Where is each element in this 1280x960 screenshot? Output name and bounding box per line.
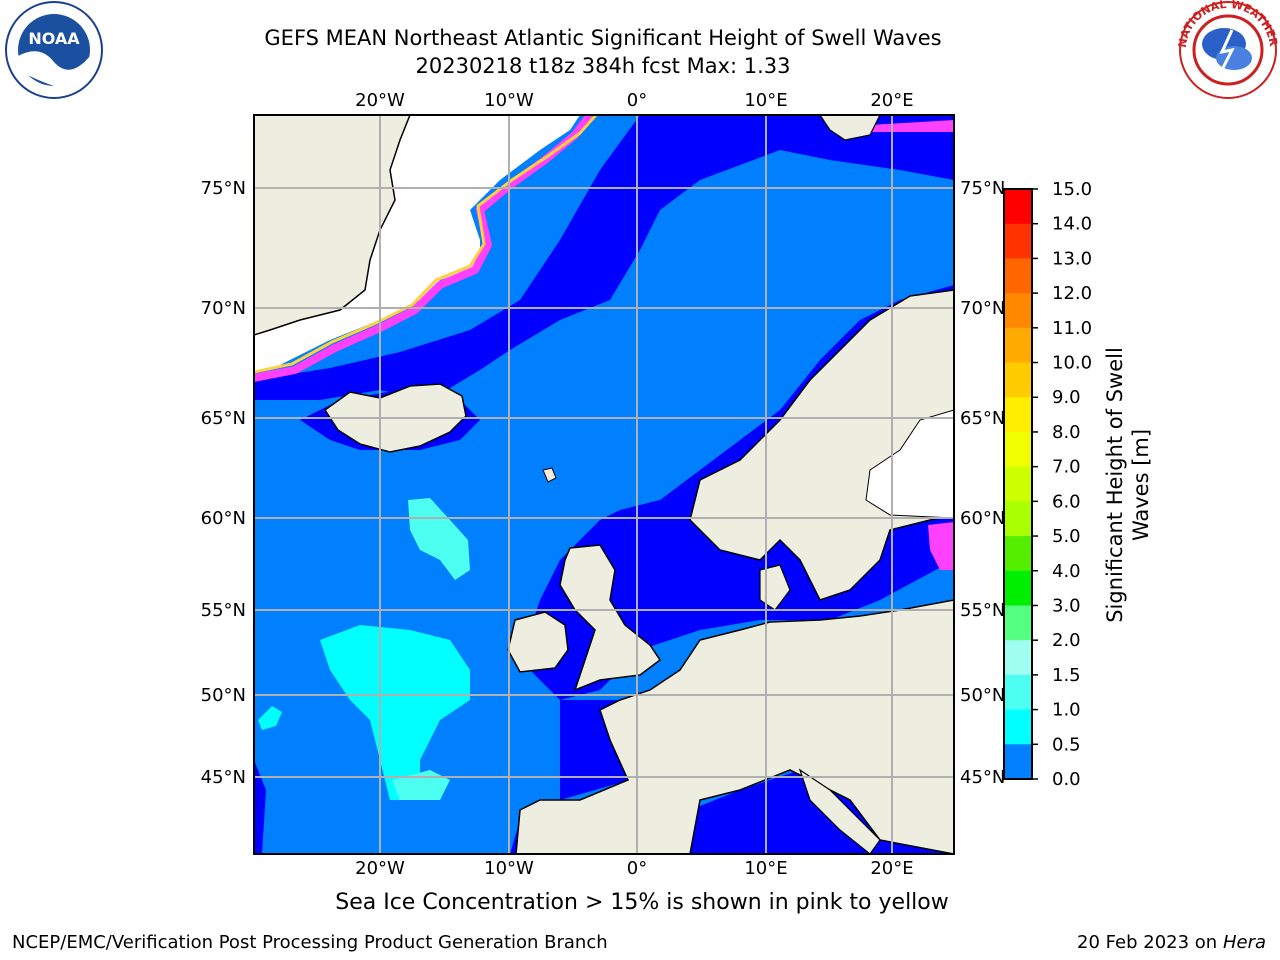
footer-host: Hera bbox=[1222, 932, 1266, 953]
lat-ticks-right: 75°N 70°N 65°N 60°N 55°N 50°N 45°N bbox=[960, 178, 1005, 788]
national-weather-service-logo: NATIONAL WEATHER SERVICE bbox=[1176, 0, 1280, 99]
colorbar-tick-label: 14.0 bbox=[1052, 214, 1092, 235]
footer-producer: NCEP/EMC/Verification Post Processing Pr… bbox=[12, 932, 608, 953]
land-italy bbox=[798, 768, 881, 854]
colorbar-segment bbox=[1004, 466, 1032, 502]
colorbar-segment bbox=[1004, 189, 1032, 225]
ice-patch-baltic bbox=[928, 522, 954, 570]
colorbar-tick-label: 12.0 bbox=[1052, 283, 1092, 304]
colorbar-segment bbox=[1004, 605, 1032, 641]
lat-tick-label: 70°N bbox=[201, 298, 246, 319]
colorbar-title-line2: Waves [m] bbox=[1129, 428, 1153, 542]
land-scandinavia bbox=[689, 289, 954, 601]
land-continental-europe bbox=[515, 599, 954, 854]
swell-region-low-north bbox=[254, 115, 954, 400]
lat-tick-label: 70°N bbox=[960, 298, 1005, 319]
colorbar-segment bbox=[1004, 258, 1032, 294]
colorbar-segment bbox=[1004, 327, 1032, 364]
lon-tick-label: 0° bbox=[627, 858, 647, 879]
colorbar-segment bbox=[1004, 362, 1032, 398]
swell-region-cyan-west bbox=[258, 706, 282, 730]
graticule bbox=[254, 115, 954, 854]
footer-date-text: 20 Feb 2023 on bbox=[1077, 932, 1218, 953]
lat-tick-label: 65°N bbox=[201, 408, 246, 429]
lon-tick-label: 20°W bbox=[355, 858, 405, 879]
lat-ticks-left: 75°N 70°N 65°N 60°N 55°N 50°N 45°N bbox=[201, 178, 246, 788]
colorbar-segment bbox=[1004, 536, 1032, 572]
lat-tick-label: 45°N bbox=[201, 767, 246, 788]
colorbar-segment bbox=[1004, 570, 1032, 606]
map-frame bbox=[253, 114, 955, 855]
lon-tick-label: 10°E bbox=[744, 90, 787, 111]
chart-title: GEFS MEAN Northeast Atlantic Significant… bbox=[264, 26, 942, 50]
swell-region-cyan-central bbox=[320, 625, 470, 800]
colorbar-tick-label: 7.0 bbox=[1052, 457, 1081, 478]
lon-tick-label: 10°W bbox=[484, 858, 534, 879]
chart-subtitle: 20230218 t18z 384h fcst Max: 1.33 bbox=[415, 54, 791, 78]
sea-ice-note: Sea Ice Concentration > 15% is shown in … bbox=[335, 890, 949, 915]
lat-tick-label: 60°N bbox=[960, 508, 1005, 529]
colorbar-tick-label: 6.0 bbox=[1052, 491, 1081, 512]
lon-tick-label: 20°W bbox=[355, 90, 405, 111]
land-ireland bbox=[507, 611, 569, 673]
colorbar-segment bbox=[1004, 501, 1032, 537]
noaa-logo: NOAA bbox=[5, 1, 103, 99]
lat-tick-label: 75°N bbox=[201, 178, 246, 199]
lat-tick-label: 75°N bbox=[960, 178, 1005, 199]
colorbar-tick-label: 0.0 bbox=[1052, 769, 1081, 790]
colorbar-tick-label: 15.0 bbox=[1052, 179, 1092, 200]
colorbar-tick-label: 8.0 bbox=[1052, 422, 1081, 443]
lat-tick-label: 55°N bbox=[201, 600, 246, 621]
colorbar-segment bbox=[1004, 640, 1032, 676]
lon-ticks-top: 20°W 10°W 0° 10°E 20°E bbox=[355, 90, 913, 111]
lat-tick-label: 50°N bbox=[201, 685, 246, 706]
colorbar-tick-label: 5.0 bbox=[1052, 526, 1081, 547]
colorbar-tick-label: 13.0 bbox=[1052, 248, 1092, 269]
colorbar: 15.0 14.0 13.0 12.0 11.0 10.0 9.0 8.0 7.0 6.0 5.0 4… bbox=[1003, 179, 1092, 790]
colorbar-title: Significant Height of Swell Waves [m] bbox=[1102, 347, 1154, 623]
colorbar-tick-label: 4.0 bbox=[1052, 561, 1081, 582]
lat-tick-label: 50°N bbox=[960, 685, 1005, 706]
ice-edge-band bbox=[254, 115, 594, 382]
colorbar-tick-label: 10.0 bbox=[1052, 353, 1092, 374]
colorbar-segment bbox=[1004, 293, 1032, 329]
colorbar-segment bbox=[1004, 674, 1032, 711]
footer-date: 20 Feb 2023 on Hera bbox=[1077, 932, 1266, 953]
colorbar-frame bbox=[1003, 188, 1033, 780]
lat-tick-label: 45°N bbox=[960, 767, 1005, 788]
colorbar-tick-label: 3.0 bbox=[1052, 595, 1081, 616]
land-greenland bbox=[254, 115, 411, 336]
land-denmark bbox=[759, 564, 791, 611]
colorbar-tick-label: 11.0 bbox=[1052, 318, 1092, 339]
colorbar-segment bbox=[1004, 744, 1032, 780]
land-great-britain bbox=[559, 544, 662, 692]
lon-tick-label: 20°E bbox=[870, 90, 913, 111]
colorbar-tick-label: 2.0 bbox=[1052, 630, 1081, 651]
noaa-logo-text: NOAA bbox=[28, 29, 80, 48]
land-svalbard bbox=[819, 115, 881, 141]
colorbar-tick-label: 9.0 bbox=[1052, 387, 1081, 408]
swell-region-low-sw-edge bbox=[254, 760, 266, 854]
colorbar-title-line1: Significant Height of Swell bbox=[1103, 347, 1127, 623]
lat-tick-label: 60°N bbox=[201, 508, 246, 529]
colorbar-segment bbox=[1004, 223, 1032, 259]
colorbar-segment bbox=[1004, 431, 1032, 468]
lat-tick-label: 55°N bbox=[960, 600, 1005, 621]
lat-tick-label: 65°N bbox=[960, 408, 1005, 429]
lon-tick-label: 10°E bbox=[744, 858, 787, 879]
map-plot-area bbox=[254, 115, 954, 854]
ice-edge-band-yellow bbox=[254, 115, 598, 374]
lon-tick-label: 20°E bbox=[870, 858, 913, 879]
colorbar-segment bbox=[1004, 709, 1032, 745]
lon-tick-label: 10°W bbox=[484, 90, 534, 111]
colorbar-tick-label: 1.0 bbox=[1052, 700, 1081, 721]
colorbar-tick-label: 0.5 bbox=[1052, 734, 1081, 755]
lon-ticks-bottom: 20°W 10°W 0° 10°E 20°E bbox=[355, 858, 913, 879]
colorbar-tick-label: 1.5 bbox=[1052, 665, 1081, 686]
land-faroe-islands bbox=[542, 467, 557, 483]
colorbar-segment bbox=[1004, 397, 1032, 433]
lon-tick-label: 0° bbox=[627, 90, 647, 111]
